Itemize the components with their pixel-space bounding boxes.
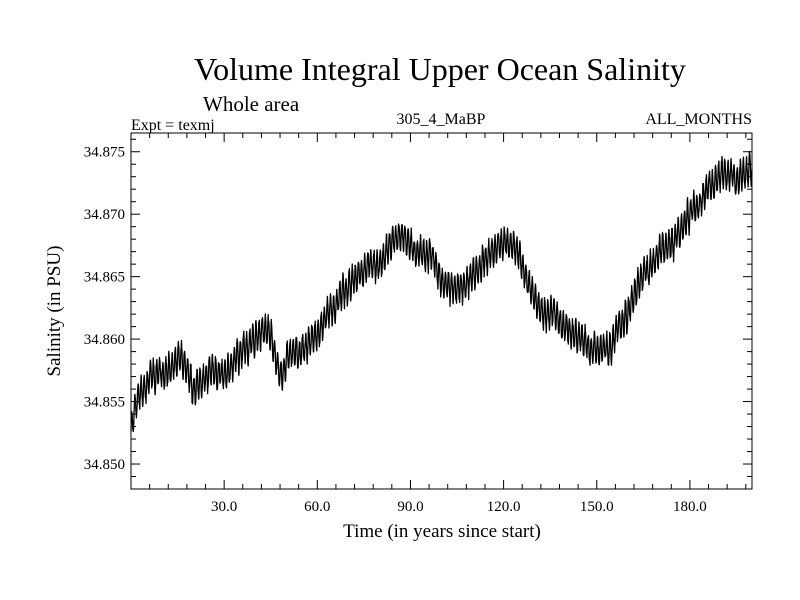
y-tick-label: 34.865 — [84, 270, 125, 286]
months-label: ALL_MONTHS — [645, 111, 752, 128]
run-label: 305_4_MaBP — [397, 111, 486, 128]
chart-subtitle: Whole area — [203, 92, 300, 116]
x-tick-label: 60.0 — [304, 499, 330, 515]
y-tick-label: 34.860 — [84, 332, 125, 348]
experiment-label: Expt = texmj — [131, 117, 215, 134]
x-tick-label: 150.0 — [580, 499, 614, 515]
plot-frame — [130, 132, 753, 490]
axis-ticks — [130, 133, 752, 490]
x-axis-label: Time (in years since start) — [343, 521, 541, 542]
y-tick-label: 34.850 — [84, 457, 125, 473]
y-tick-label: 34.870 — [84, 207, 125, 223]
y-tick-label: 34.855 — [84, 395, 125, 411]
y-tick-label: 34.875 — [84, 145, 125, 161]
x-tick-label: 180.0 — [673, 499, 707, 515]
x-tick-label: 90.0 — [397, 499, 423, 515]
axis-tick-labels: 34.850 34.855 34.860 34.865 34.870 34.875 30.0… — [84, 145, 707, 515]
salinity-series-line — [130, 150, 753, 433]
y-axis-label: Salinity (in PSU) — [44, 246, 65, 377]
x-tick-label: 120.0 — [487, 499, 521, 515]
chart-title: Volume Integral Upper Ocean Salinity — [194, 51, 686, 87]
x-tick-label: 30.0 — [211, 499, 237, 515]
